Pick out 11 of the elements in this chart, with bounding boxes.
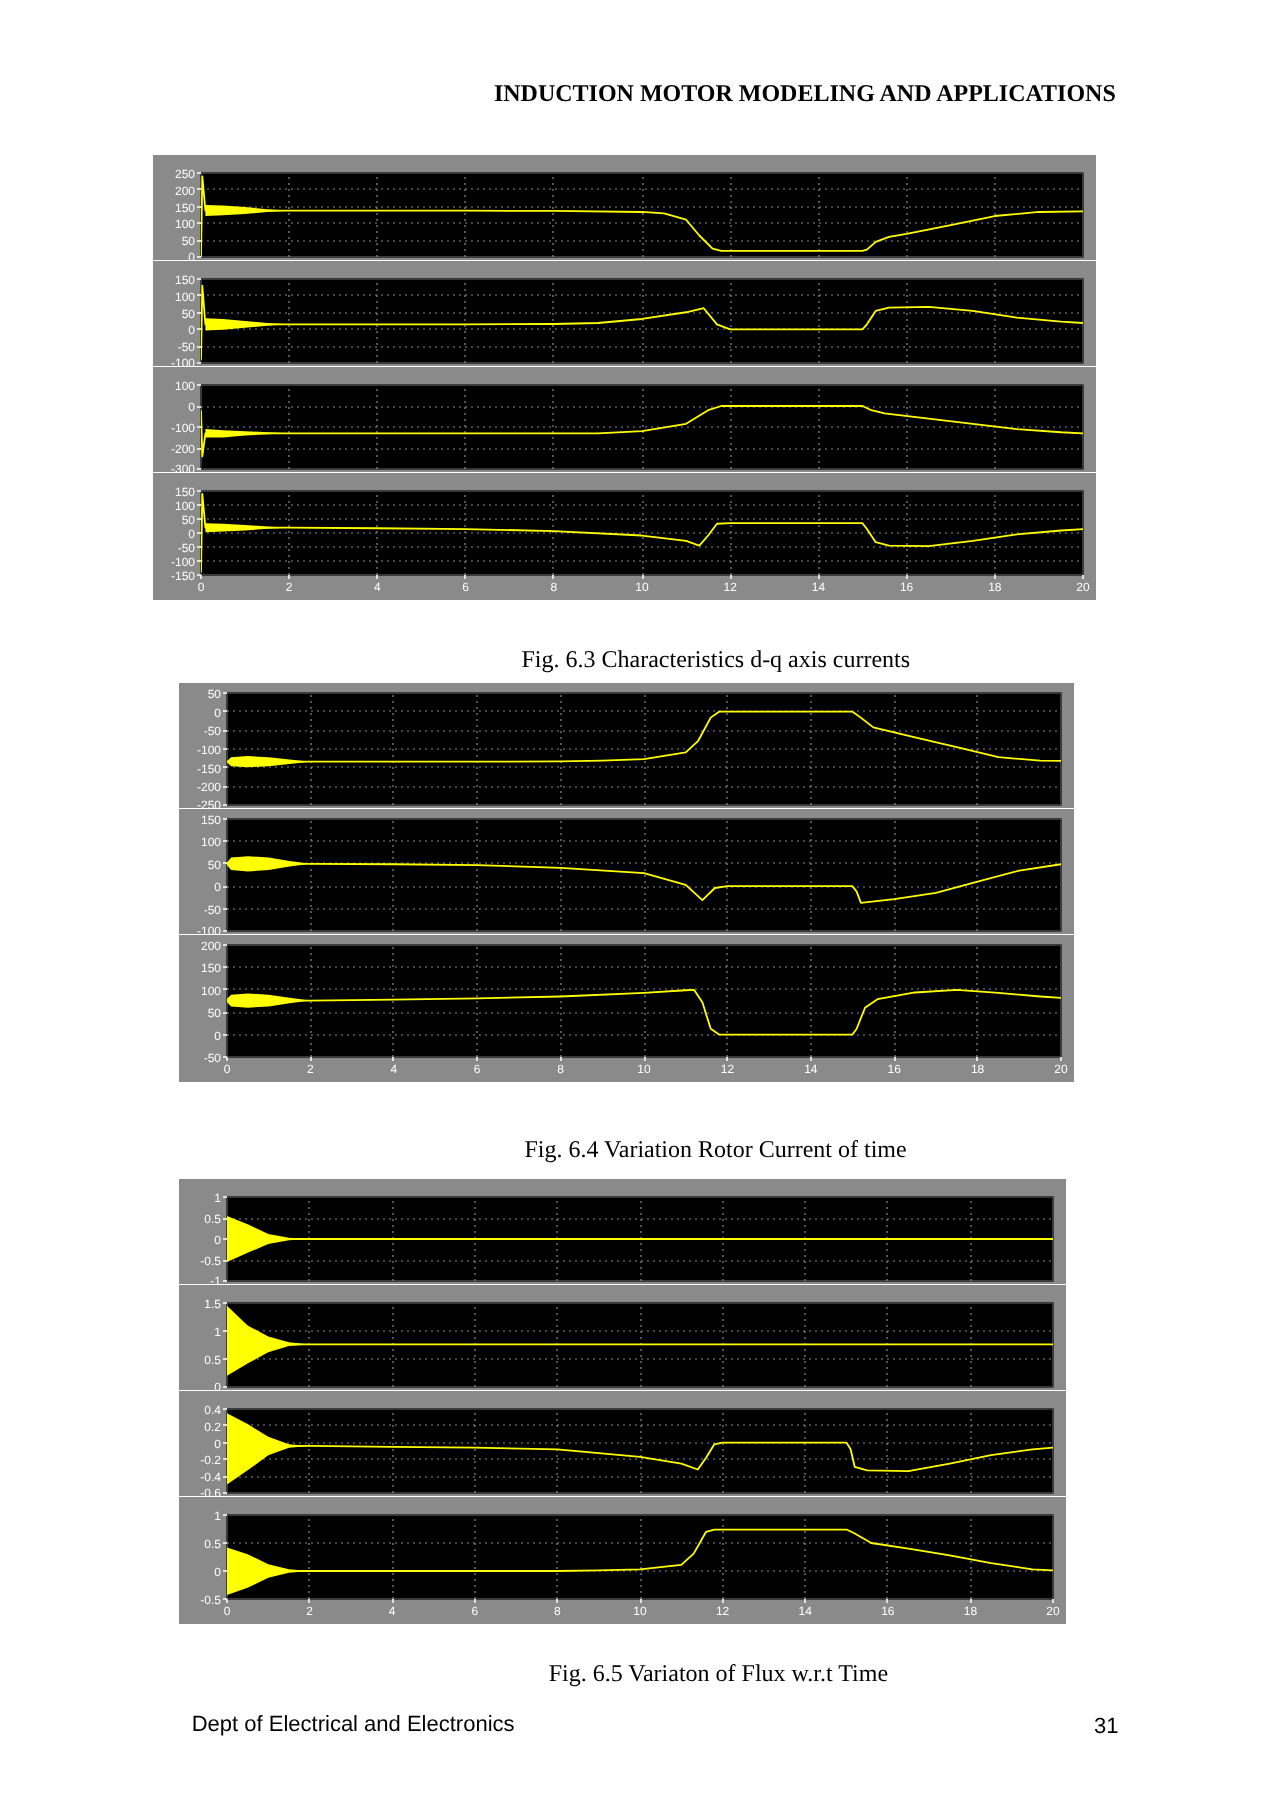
caption: Fig. 6.4 Variation Rotor Current of time (524, 1135, 907, 1163)
text: 31 (1093, 1715, 1119, 1739)
line-series (201, 175, 1083, 257)
line-series (227, 710, 1061, 763)
caption: Fig. 6.5 Variaton of Flux w.r.t Time (548, 1659, 889, 1687)
caption: Fig. 6.3 Characteristics d-q axis currents (521, 645, 911, 673)
text: INDUCTION MOTOR MODELING AND APPLICATIONS (493, 79, 1117, 107)
text: Dept of Electrical and Electronics (191, 1713, 516, 1737)
line-series (201, 405, 1083, 458)
line-series (201, 284, 1083, 361)
line-series (201, 492, 1083, 574)
